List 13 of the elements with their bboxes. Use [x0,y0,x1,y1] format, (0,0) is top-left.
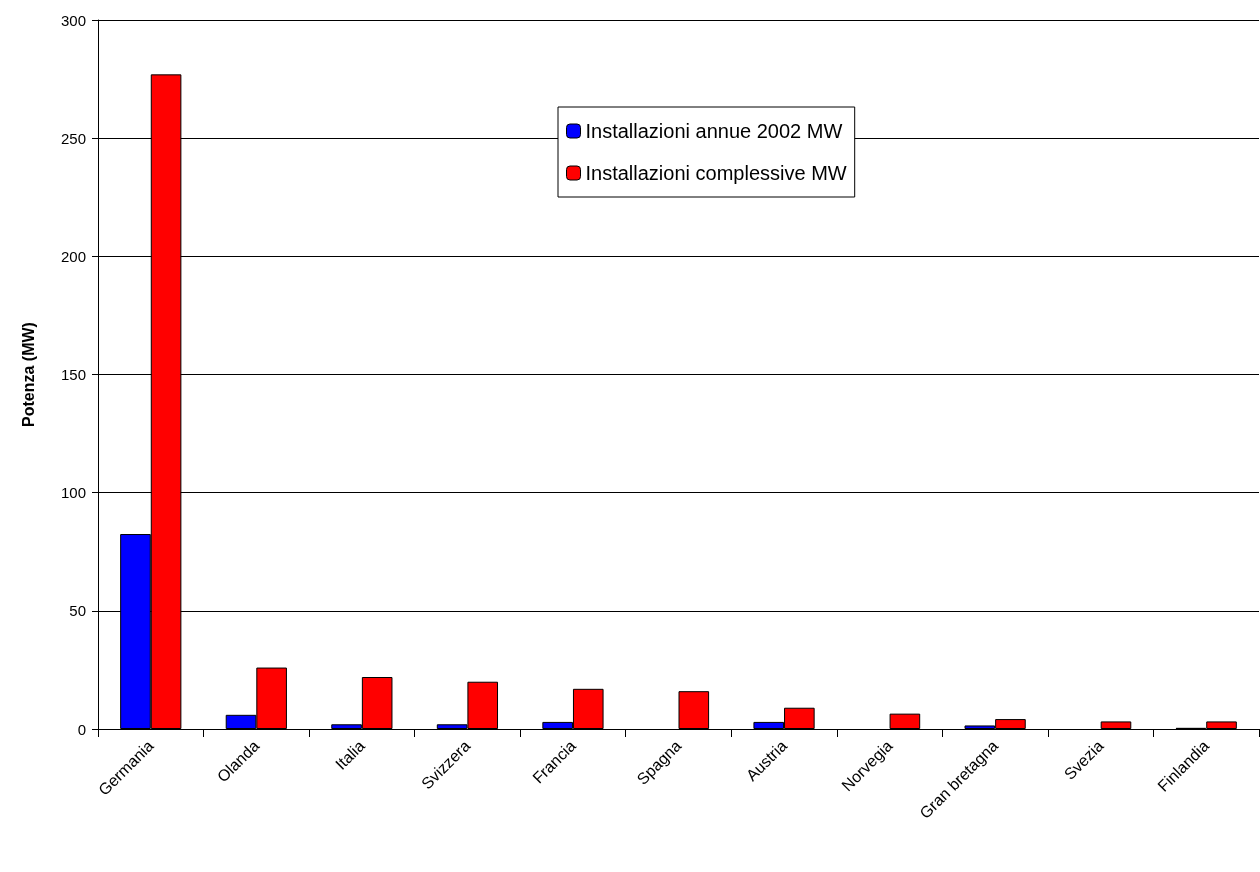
y-tick-label: 200 [60,247,86,265]
y-axis-title: Potenza (MW) [19,322,37,427]
legend-label: Installazioni annue 2002 MW [585,120,843,142]
y-tick-label: 150 [60,366,86,383]
y-tick-label: 250 [60,129,86,147]
bar [1100,721,1132,729]
y-tick-label: 50 [69,602,86,620]
y-tick-label: 0 [77,720,86,738]
legend-label: Installazioni complessive MW [585,162,847,184]
y-tick-label: 100 [60,484,86,502]
y-tick-label: 300 [60,11,86,29]
bar [678,691,710,729]
bar [889,713,921,729]
